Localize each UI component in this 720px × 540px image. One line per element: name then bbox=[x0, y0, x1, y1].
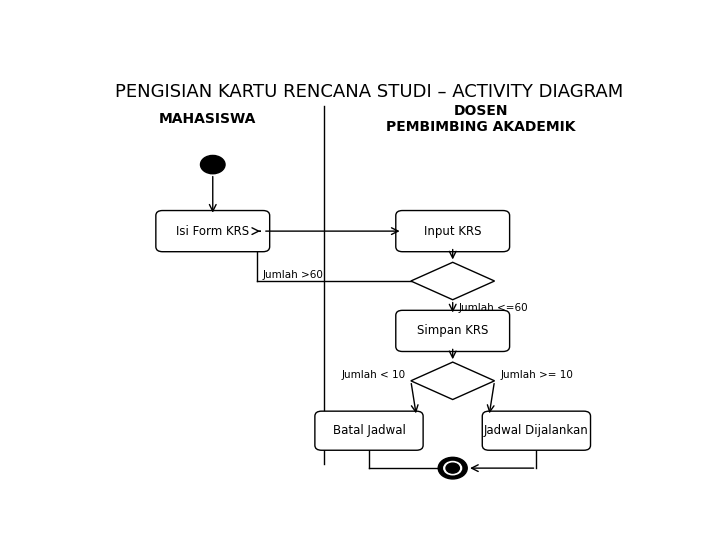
Text: Jumlah >= 10: Jumlah >= 10 bbox=[500, 369, 573, 380]
Circle shape bbox=[446, 463, 459, 473]
Text: Jumlah <=60: Jumlah <=60 bbox=[459, 302, 528, 313]
Circle shape bbox=[200, 156, 225, 174]
Text: Jumlah >60: Jumlah >60 bbox=[263, 270, 324, 280]
Text: Isi Form KRS: Isi Form KRS bbox=[176, 225, 249, 238]
FancyBboxPatch shape bbox=[156, 211, 270, 252]
Text: Input KRS: Input KRS bbox=[424, 225, 482, 238]
Circle shape bbox=[444, 462, 462, 475]
Text: DOSEN
PEMBIMBING AKADEMIK: DOSEN PEMBIMBING AKADEMIK bbox=[386, 104, 575, 134]
Polygon shape bbox=[411, 262, 495, 300]
Polygon shape bbox=[411, 362, 495, 400]
Text: PENGISIAN KARTU RENCANA STUDI – ACTIVITY DIAGRAM: PENGISIAN KARTU RENCANA STUDI – ACTIVITY… bbox=[115, 83, 623, 101]
FancyBboxPatch shape bbox=[396, 310, 510, 352]
Text: Batal Jadwal: Batal Jadwal bbox=[333, 424, 405, 437]
Circle shape bbox=[438, 457, 467, 479]
FancyBboxPatch shape bbox=[396, 211, 510, 252]
Text: MAHASISWA: MAHASISWA bbox=[158, 112, 256, 126]
Text: Jumlah < 10: Jumlah < 10 bbox=[341, 369, 405, 380]
FancyBboxPatch shape bbox=[315, 411, 423, 450]
Text: Simpan KRS: Simpan KRS bbox=[417, 325, 488, 338]
Text: Jadwal Dijalankan: Jadwal Dijalankan bbox=[484, 424, 589, 437]
FancyBboxPatch shape bbox=[482, 411, 590, 450]
